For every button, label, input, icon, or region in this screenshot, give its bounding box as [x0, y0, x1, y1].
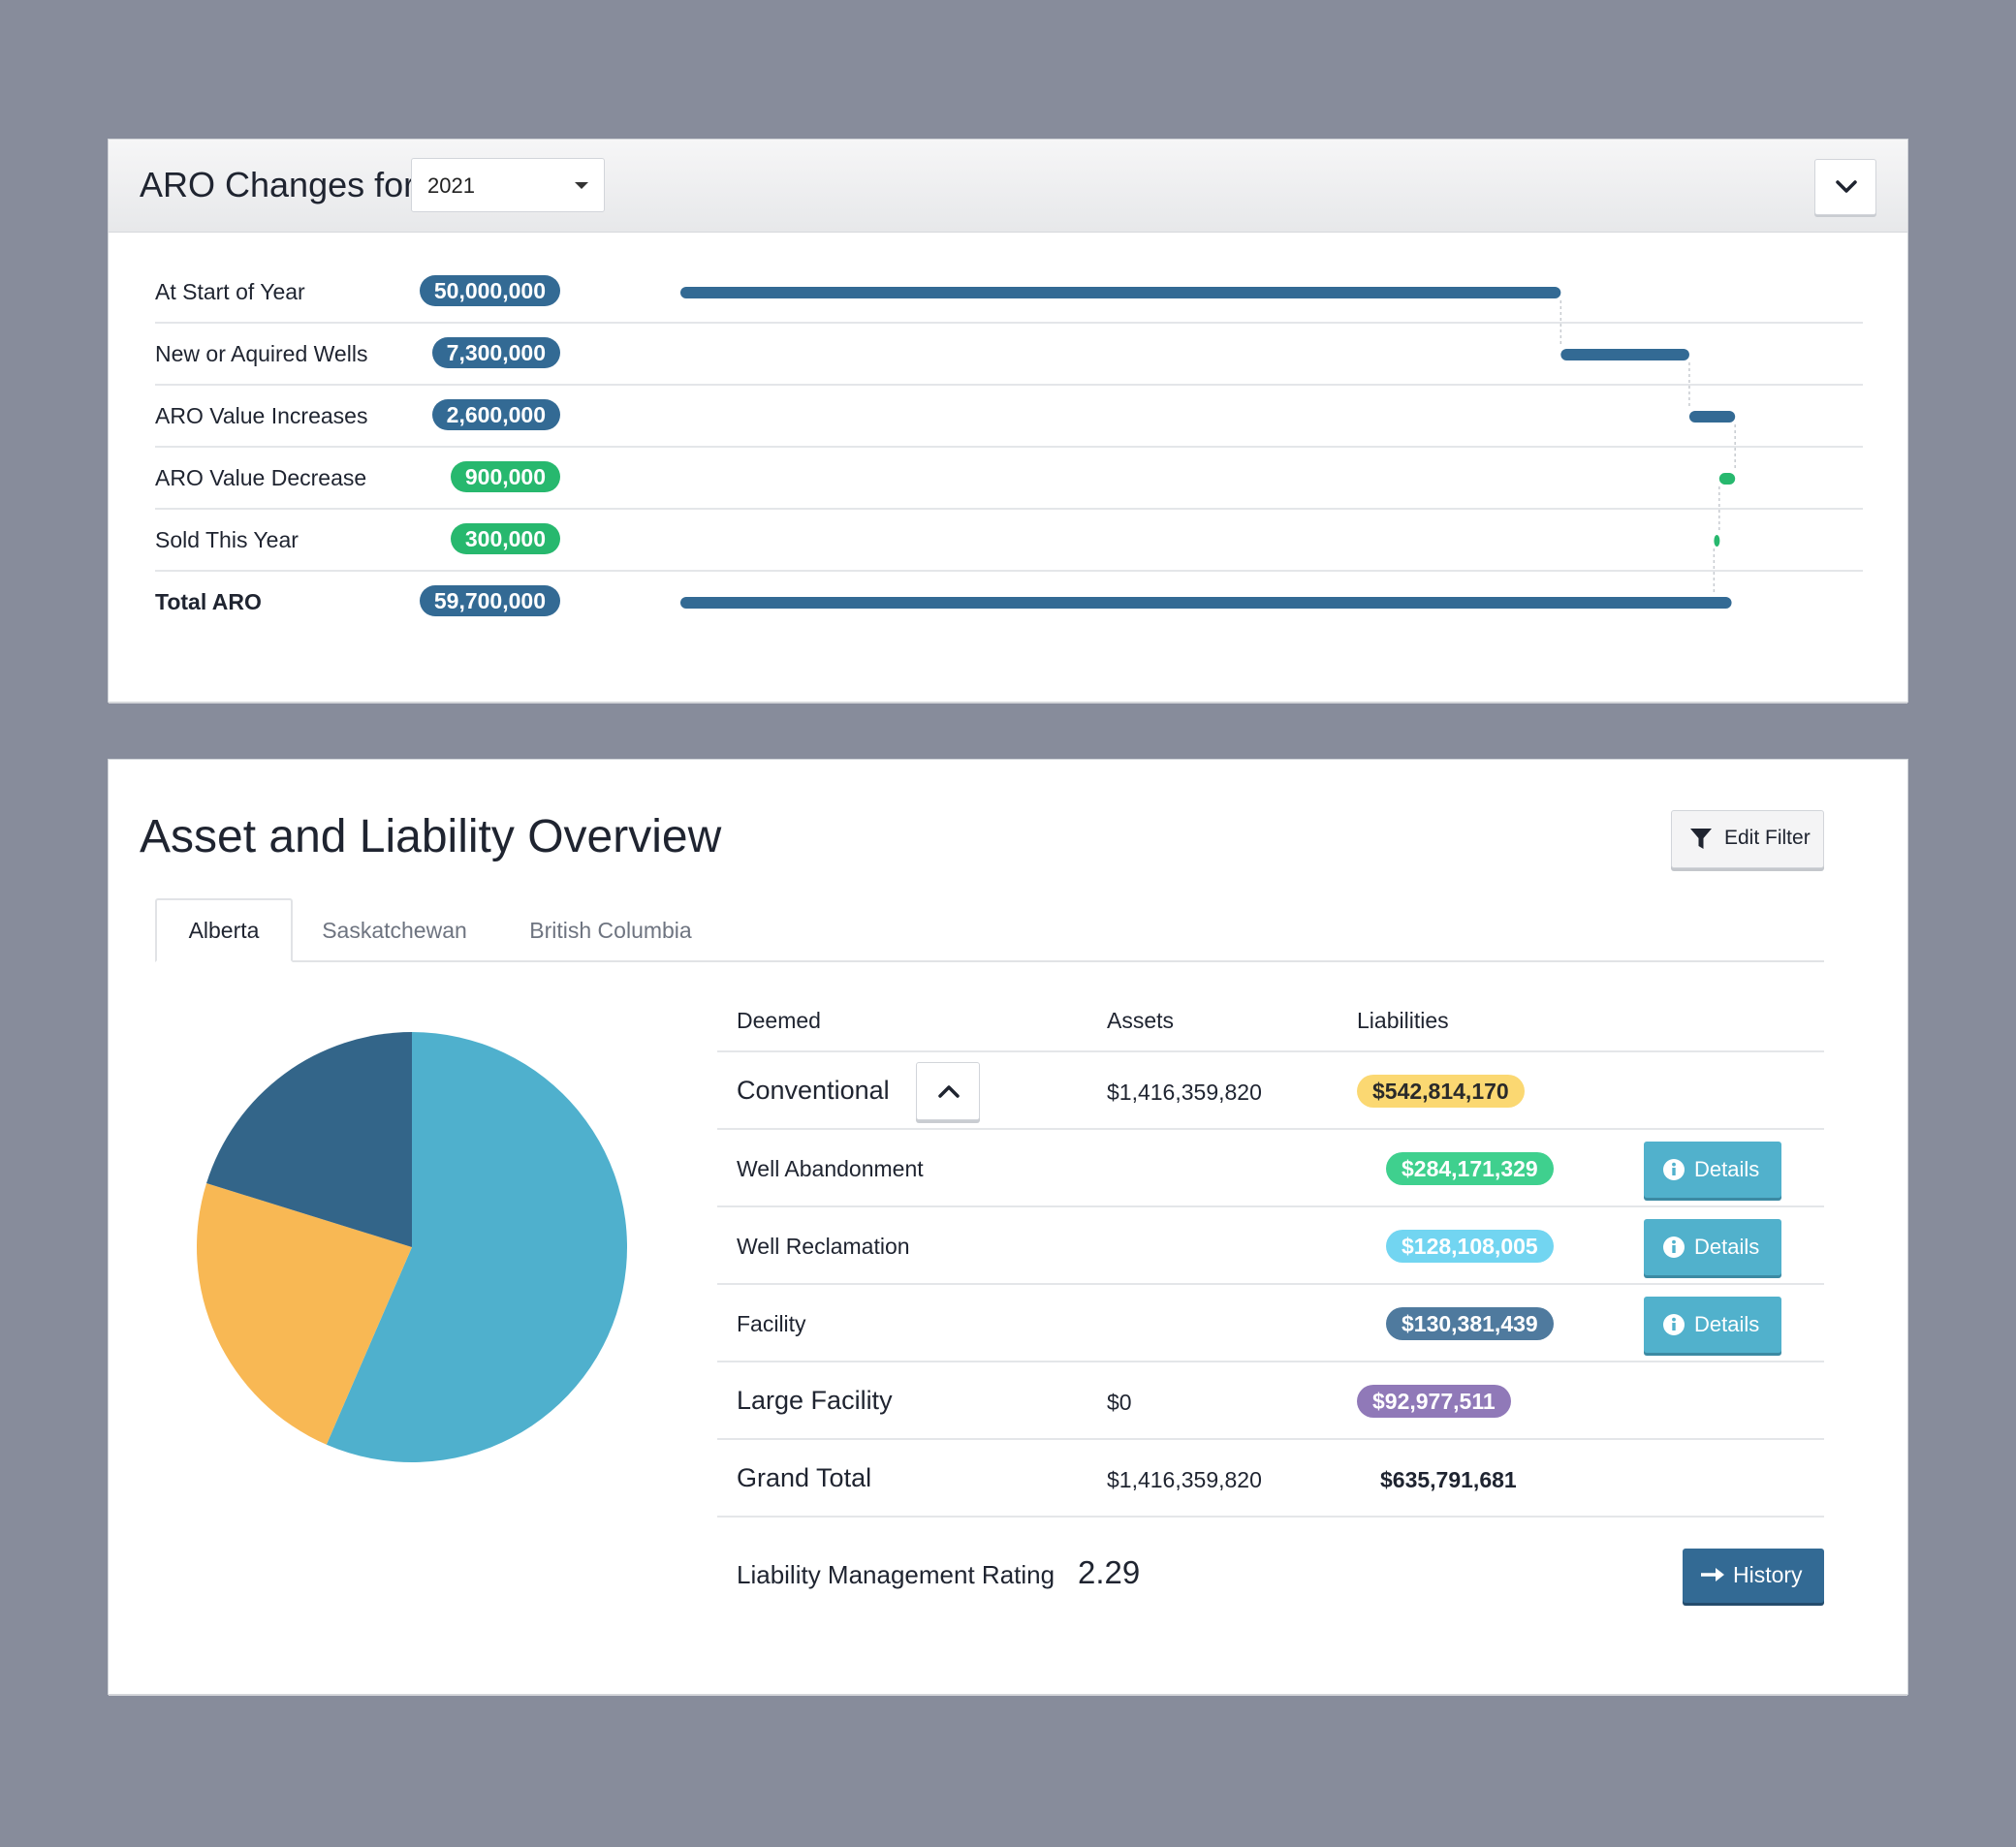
aro-waterfall-chart	[680, 287, 1736, 609]
aro-row-sold: Sold This Year 300,000	[155, 510, 1863, 572]
row-name: Conventional	[737, 1076, 890, 1105]
table-row-conventional: Conventional $1,416,359,820 $542,814,170	[717, 1052, 1824, 1130]
aro-row-value: 7,300,000	[431, 337, 560, 368]
aro-row-label: At Start of Year	[155, 279, 305, 304]
pie-slice-well-abandonment	[326, 1032, 628, 1462]
info-circle-icon	[1663, 1314, 1685, 1335]
aro-card-header: ARO Changes for 2021	[109, 140, 1907, 233]
column-header-deemed: Deemed	[737, 1008, 821, 1033]
details-label: Details	[1694, 1312, 1760, 1336]
arrow-right-icon	[1701, 1568, 1724, 1581]
pie-slice-large-facility	[196, 1183, 412, 1445]
aro-row-value: 2,600,000	[431, 399, 560, 430]
aro-row-start-of-year: At Start of Year 50,000,000	[155, 262, 1863, 324]
row-name: Facility	[737, 1311, 806, 1336]
aro-body: At Start of Year 50,000,000 New or Aquir…	[109, 233, 1907, 702]
lmr-value: 2.29	[1078, 1554, 1141, 1590]
caret-down-icon	[575, 182, 588, 189]
aro-changes-card: ARO Changes for 2021 At Start of Year 50…	[109, 140, 1907, 702]
page-title: Asset and Liability Overview	[140, 811, 722, 862]
table-row-well-abandonment: Well Abandonment $284,171,329 Details	[717, 1130, 1824, 1207]
year-select-value: 2021	[427, 173, 475, 198]
aro-row-label: ARO Value Increases	[155, 403, 368, 428]
row-assets: $1,416,359,820	[1107, 1467, 1262, 1492]
row-name: Well Reclamation	[737, 1234, 910, 1259]
table-header: Deemed Assets Liabilities	[717, 973, 1824, 1052]
aro-row-total: Total ARO 59,700,000	[155, 572, 1863, 634]
aro-row-label: Total ARO	[155, 589, 262, 614]
row-name: Well Abandonment	[737, 1156, 924, 1181]
waterfall-bar	[1688, 411, 1736, 423]
column-header-assets: Assets	[1107, 1008, 1175, 1033]
tab-british-columbia[interactable]: British Columbia	[529, 918, 692, 943]
pie-slice-well-reclamation-facility	[206, 1032, 412, 1247]
liability-badge: $284,171,329	[1386, 1152, 1554, 1185]
tabs-divider	[155, 960, 1824, 962]
history-button[interactable]: History	[1683, 1549, 1824, 1603]
aro-row-value-decrease: ARO Value Decrease 900,000	[155, 448, 1863, 510]
chevron-up-icon	[938, 1085, 960, 1098]
aro-row-label: New or Aquired Wells	[155, 341, 368, 366]
chevron-down-icon	[1836, 180, 1857, 193]
info-circle-icon	[1663, 1159, 1685, 1180]
collapse-conventional-button[interactable]	[916, 1062, 980, 1120]
details-label: Details	[1694, 1235, 1760, 1259]
waterfall-bar	[1560, 349, 1689, 360]
table-row-large-facility: Large Facility $0 $92,977,511	[717, 1362, 1824, 1440]
year-select[interactable]: 2021	[411, 158, 605, 212]
liability-badge: $92,977,511	[1357, 1385, 1511, 1418]
details-button[interactable]: Details	[1644, 1219, 1781, 1275]
waterfall-bar	[680, 597, 1732, 609]
details-button[interactable]: Details	[1644, 1297, 1781, 1353]
asset-liability-card: Asset and Liability Overview Edit Filter…	[109, 760, 1907, 1694]
aro-row-value: 300,000	[450, 523, 560, 554]
waterfall-bar	[1714, 535, 1720, 547]
table-row-well-reclamation: Well Reclamation $128,108,005 Details	[717, 1207, 1824, 1285]
aro-row-value: 59,700,000	[419, 585, 560, 616]
aro-row-label: ARO Value Decrease	[155, 465, 367, 490]
liability-pie-chart	[196, 1032, 628, 1462]
liability-badge: $130,381,439	[1386, 1307, 1554, 1340]
aro-row-value-increases: ARO Value Increases 2,600,000	[155, 386, 1863, 448]
aro-row-value: 900,000	[450, 461, 560, 492]
aro-row-new-wells: New or Aquired Wells 7,300,000	[155, 324, 1863, 386]
row-name: Grand Total	[737, 1463, 872, 1492]
tab-saskatchewan[interactable]: Saskatchewan	[322, 918, 467, 943]
aro-row-value: 50,000,000	[419, 275, 560, 306]
tab-alberta[interactable]: Alberta	[155, 898, 293, 962]
row-name: Large Facility	[737, 1386, 893, 1415]
row-assets: $1,416,359,820	[1107, 1080, 1262, 1105]
table-row-facility: Facility $130,381,439 Details	[717, 1285, 1824, 1362]
details-button[interactable]: Details	[1644, 1142, 1781, 1198]
filter-icon	[1690, 829, 1712, 849]
collapse-card-button[interactable]	[1814, 159, 1876, 215]
table-row-grand-total: Grand Total $1,416,359,820 $635,791,681	[717, 1440, 1824, 1518]
grand-total-liabilities: $635,791,681	[1380, 1467, 1517, 1492]
row-assets: $0	[1107, 1390, 1132, 1415]
lmr-label: Liability Management Rating	[737, 1560, 1055, 1589]
waterfall-bar	[1718, 473, 1736, 485]
info-circle-icon	[1663, 1237, 1685, 1258]
details-label: Details	[1694, 1157, 1760, 1181]
liability-badge: $128,108,005	[1386, 1230, 1554, 1263]
column-header-liabilities: Liabilities	[1357, 1008, 1449, 1033]
edit-filter-button[interactable]: Edit Filter	[1671, 810, 1824, 868]
aro-card-title: ARO Changes for	[140, 165, 416, 204]
liability-badge: $542,814,170	[1357, 1075, 1525, 1108]
edit-filter-label: Edit Filter	[1724, 827, 1811, 849]
waterfall-bar	[680, 287, 1561, 298]
aro-row-label: Sold This Year	[155, 527, 299, 552]
history-label: History	[1733, 1562, 1803, 1587]
province-tabs: Alberta Saskatchewan British Columbia	[155, 898, 1824, 962]
